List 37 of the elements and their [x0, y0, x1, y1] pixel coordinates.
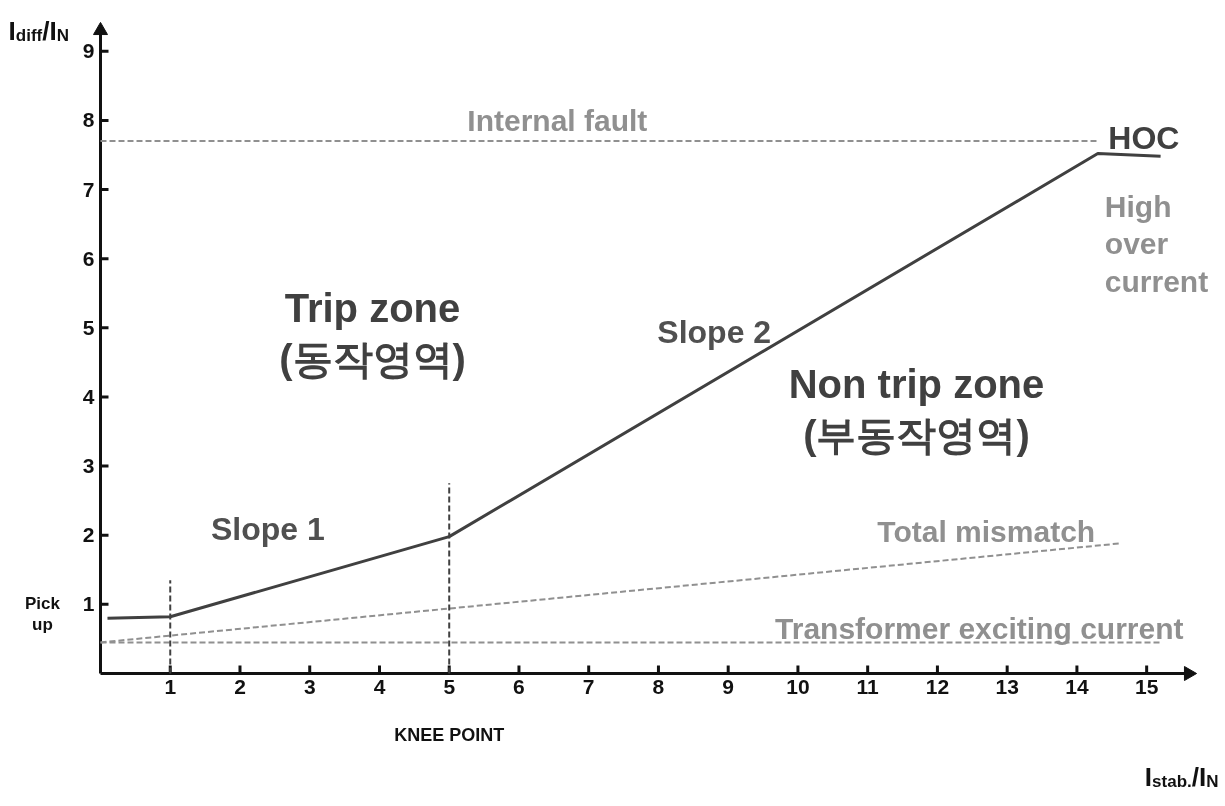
x-tick-label: 11 [856, 674, 880, 698]
y-tick-label: 7 [82, 177, 95, 201]
y-tick-label: 6 [82, 246, 95, 270]
annotation: Trip zone (동작영역) [279, 286, 466, 381]
x-tick-label: 13 [995, 674, 1019, 698]
x-tick-label: 10 [786, 674, 810, 698]
annotation: Slope 2 [657, 313, 772, 350]
annotation: Non trip zone (부동작영역) [788, 362, 1045, 457]
text: Pick up [25, 593, 61, 635]
x-tick-label: 8 [652, 674, 665, 698]
x-tick-label: 3 [303, 674, 316, 698]
x-tick-label: 6 [513, 674, 525, 698]
y-tick-label: 1 [82, 592, 95, 616]
y-tick-label: 4 [82, 384, 95, 408]
x-axis-title: Istab./IN [1144, 761, 1219, 792]
series-label: Internal fault [467, 103, 648, 137]
x-tick-label: 1 [164, 674, 177, 698]
x-tick-label: 12 [925, 674, 950, 698]
series-label: Total mismatch [877, 515, 1096, 549]
annotation: HOC [1108, 120, 1180, 157]
y-axis-title: Idiff/IN [8, 15, 70, 46]
series-label: Transformer exciting current [775, 612, 1184, 646]
annotation: Slope 1 [210, 511, 325, 548]
x-tick-label: 7 [582, 674, 595, 698]
text: KNEE POINT [394, 725, 505, 746]
y-tick-label: 9 [82, 39, 95, 63]
y-tick-label: 2 [82, 523, 95, 547]
y-tick-label: 8 [82, 108, 95, 132]
x-tick-label: 2 [234, 674, 246, 698]
y-tick-label: 3 [82, 454, 95, 478]
x-tick-label: 14 [1065, 674, 1089, 698]
annotation: High over current [1104, 189, 1209, 299]
x-tick-label: 5 [443, 674, 456, 698]
y-tick-label: 5 [82, 315, 95, 339]
x-tick-label: 4 [373, 674, 386, 698]
x-tick-label: 9 [722, 674, 735, 698]
x-tick-label: 15 [1134, 674, 1159, 698]
